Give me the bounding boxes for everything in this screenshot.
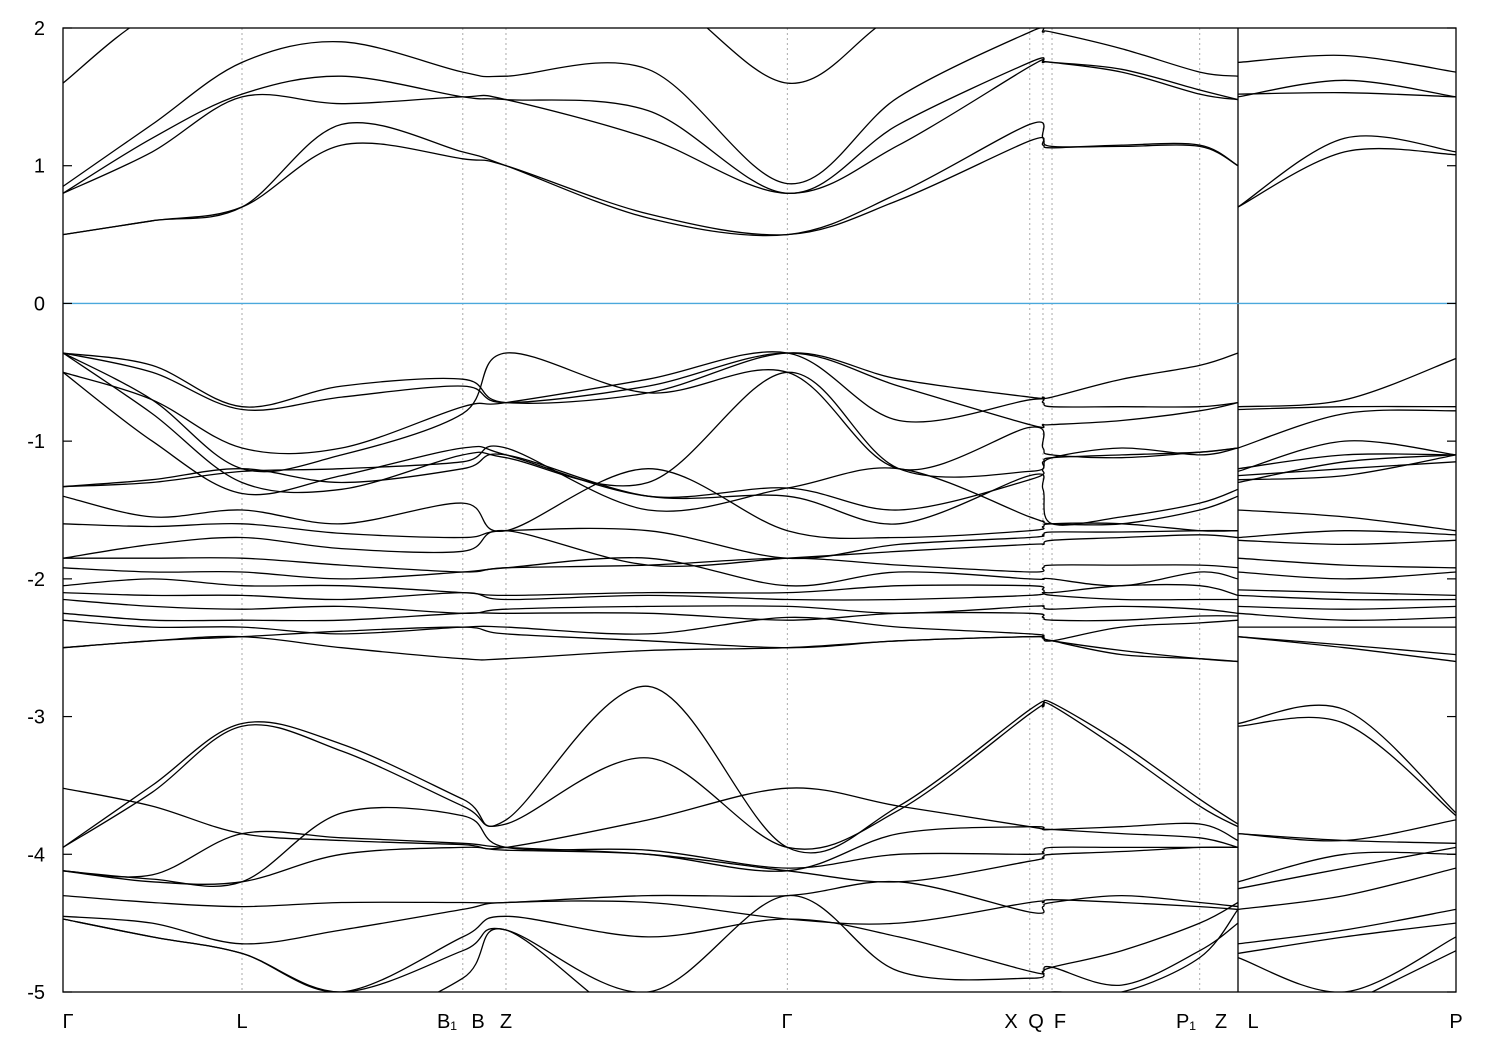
band-22-segment-2: [1237, 605, 1456, 610]
band-36-segment-1: [63, 894, 1239, 992]
x-tick-label: X: [1004, 1011, 1017, 1033]
band-34-segment-2: [1237, 908, 1456, 945]
y-tick-label: -4: [27, 844, 45, 866]
band-4-segment-2: [1237, 91, 1456, 98]
band-31-segment-1: [63, 806, 1238, 888]
band-32-segment-1: [63, 846, 1239, 885]
band-21-segment-1: [63, 591, 1238, 601]
band-12-segment-1: [63, 371, 1239, 511]
band-10-segment-2: [1237, 440, 1456, 473]
band-34-segment-1: [63, 899, 1239, 945]
band-36-segment-2: [1237, 936, 1456, 992]
band-18-segment-1: [63, 557, 1239, 573]
band-23-segment-2: [1237, 612, 1456, 621]
x-tick-label: L: [236, 1011, 247, 1033]
band-32-segment-2: [1237, 846, 1456, 890]
band-35-segment-2: [1237, 922, 1456, 955]
x-tick-label: F: [1054, 1011, 1066, 1033]
band-27-segment-1: [63, 685, 1239, 854]
band-30-segment-2: [1237, 819, 1456, 842]
band-30-segment-1: [63, 825, 1239, 878]
band-5-segment-2: [1237, 135, 1456, 208]
band-33-segment-2: [1237, 867, 1456, 911]
x-axis: Γ L B₁ B Z Γ X Q F P₁ Z L P: [62, 1011, 1462, 1033]
band-28-segment-1: [63, 701, 1239, 850]
band-18-segment-2: [1237, 557, 1456, 569]
x-tick-label: P₁: [1176, 1011, 1196, 1033]
band-3-segment-2: [1237, 79, 1456, 98]
band-8-segment-2: [1237, 405, 1456, 411]
y-tick-label: -5: [27, 982, 45, 1004]
band-13-segment-1: [63, 445, 1239, 526]
band-21-segment-2: [1237, 594, 1456, 601]
y-tick-label: -1: [27, 431, 45, 453]
band-25-segment-1: [63, 626, 1239, 663]
band-37-segment-2: [1370, 950, 1456, 992]
band-20-segment-1: [63, 578, 1239, 597]
band-14-segment-2: [1237, 454, 1456, 481]
plot-frame: [62, 27, 1457, 993]
x-tick-label: B: [471, 1011, 484, 1033]
band-7-segment-1: [63, 352, 1239, 408]
band-3-segment-1: [63, 57, 1239, 194]
band-28-segment-2: [1237, 716, 1456, 817]
x-tick-label: Γ: [62, 1011, 73, 1033]
band-6-segment-2: [1237, 147, 1456, 208]
y-tick-label: 1: [34, 156, 45, 178]
band-8-segment-1: [63, 352, 1239, 429]
x-tick-label: B₁: [437, 1011, 457, 1033]
band-12-segment-2: [1237, 454, 1456, 484]
band-19-segment-1: [63, 557, 1239, 587]
band-15-segment-1: [63, 468, 1239, 540]
band-7-segment-2: [1237, 357, 1456, 408]
bands: [63, 28, 1456, 992]
band-9-segment-1: [63, 351, 1239, 455]
y-tick-label: 2: [34, 18, 45, 40]
band-35-segment-1: [63, 901, 1239, 992]
x-tick-label: Γ: [781, 1011, 792, 1033]
band-13-segment-2: [1237, 461, 1456, 477]
band-29-segment-2: [1237, 832, 1456, 844]
band-19-segment-2: [1237, 571, 1456, 580]
band-17-segment-2: [1237, 539, 1456, 546]
band-26-segment-1: [63, 635, 1239, 663]
band-15-segment-2: [1237, 509, 1456, 532]
x-tick-label: Z: [500, 1011, 512, 1033]
y-tick-label: -3: [27, 707, 45, 729]
band-14-segment-1: [63, 453, 1239, 526]
band-11-segment-2: [1237, 453, 1456, 470]
band-23-segment-1: [63, 611, 1239, 622]
band-22-segment-1: [63, 598, 1239, 614]
band-1-segment-1: [63, 28, 877, 84]
band-2-segment-2: [1237, 54, 1456, 73]
band-10-segment-1: [63, 352, 1239, 473]
x-tick-label: L: [1247, 1011, 1258, 1033]
band-11-segment-1: [63, 352, 1239, 494]
band-26-segment-2: [1237, 636, 1456, 663]
band-31-segment-2: [1237, 851, 1456, 883]
band-9-segment-2: [1237, 409, 1456, 449]
band-16-segment-2: [1237, 530, 1456, 539]
y-axis: -5 -4 -3 -2 -1 0 1 2: [27, 18, 1456, 1004]
band-27-segment-2: [1237, 704, 1456, 814]
band-4-segment-1: [63, 58, 1239, 194]
band-20-segment-2: [1237, 589, 1456, 597]
band-6-segment-1: [63, 136, 1239, 236]
band-33-segment-1: [63, 880, 1239, 914]
x-tick-label: P: [1449, 1011, 1462, 1033]
x-tick-label: Z: [1215, 1011, 1227, 1033]
band-29-segment-1: [63, 787, 1239, 850]
band-2-segment-1: [63, 28, 1239, 187]
y-tick-label: 0: [34, 293, 45, 315]
band-24-segment-1: [63, 616, 1239, 642]
band-16-segment-1: [63, 522, 1239, 560]
y-tick-label: -2: [27, 569, 45, 591]
band-17-segment-1: [63, 529, 1239, 567]
x-tick-label: Q: [1028, 1011, 1044, 1033]
